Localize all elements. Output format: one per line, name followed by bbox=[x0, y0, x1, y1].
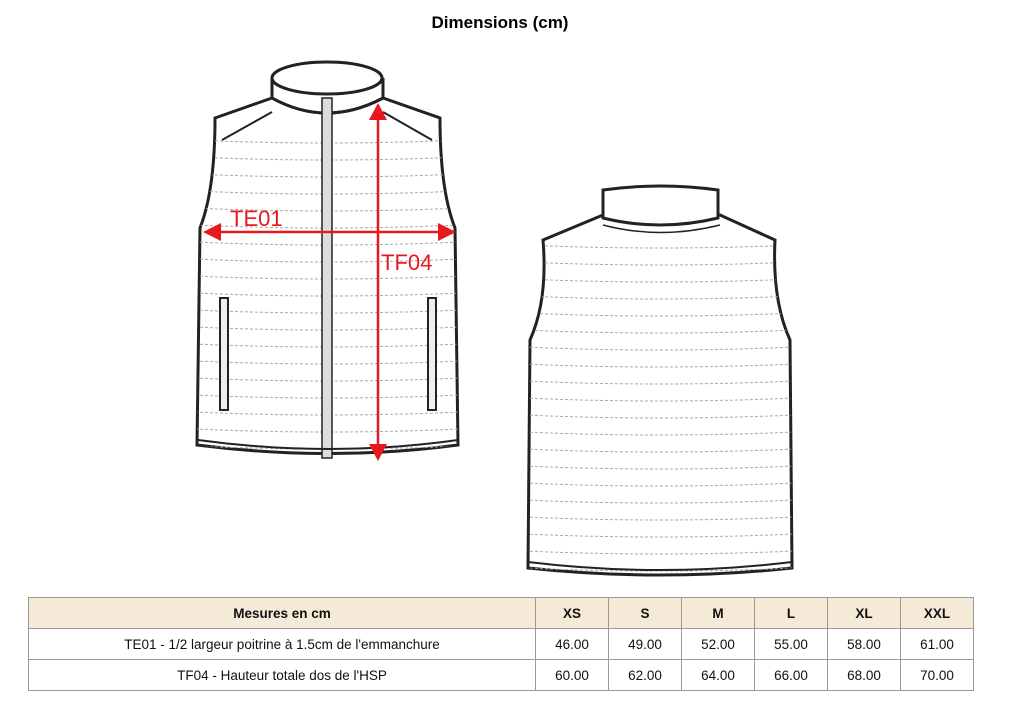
cell: 60.00 bbox=[535, 659, 609, 691]
quilt-stitch bbox=[528, 499, 792, 504]
cell: 70.00 bbox=[900, 659, 974, 691]
cell: 55.00 bbox=[754, 628, 828, 660]
cell: 46.00 bbox=[535, 628, 609, 660]
quilt-stitch bbox=[528, 261, 792, 266]
quilt-stitch bbox=[528, 346, 792, 351]
page-title: Dimensions (cm) bbox=[431, 13, 569, 32]
col-header: XL bbox=[827, 597, 901, 629]
cell: 52.00 bbox=[681, 628, 755, 660]
vest-diagram: TE01 TF04 bbox=[195, 60, 794, 577]
col-header: M bbox=[681, 597, 755, 629]
quilt-stitch bbox=[528, 482, 792, 487]
col-header: L bbox=[754, 597, 828, 629]
col-header: S bbox=[608, 597, 682, 629]
quilt-stitch bbox=[528, 363, 792, 368]
quilt-stitch bbox=[528, 448, 792, 453]
table-row: TF04 - Hauteur totale dos de l'HSP 60.00… bbox=[28, 659, 974, 691]
front-vest bbox=[195, 60, 460, 459]
quilt-stitch bbox=[528, 533, 792, 538]
arrow-up-icon bbox=[369, 103, 387, 120]
quilt-stitch bbox=[528, 414, 792, 419]
quilt-stitch bbox=[528, 312, 792, 317]
quilt-stitch bbox=[528, 516, 792, 521]
quilt-stitch bbox=[528, 397, 792, 402]
cell: 64.00 bbox=[681, 659, 755, 691]
quilt-stitch bbox=[528, 329, 792, 334]
cell: 49.00 bbox=[608, 628, 682, 660]
cell: 61.00 bbox=[900, 628, 974, 660]
size-table: Mesures en cm XS S M L XL XXL TE01 - 1/2… bbox=[28, 597, 974, 691]
back-vest bbox=[526, 184, 794, 577]
cell: 68.00 bbox=[827, 659, 901, 691]
chest-label: TE01 bbox=[230, 206, 283, 231]
quilt-stitch bbox=[528, 295, 792, 300]
arrow-right-icon bbox=[438, 223, 456, 241]
quilt-stitch bbox=[528, 465, 792, 470]
table-row: TE01 - 1/2 largeur poitrine à 1.5cm de l… bbox=[28, 628, 974, 660]
height-label: TF04 bbox=[381, 250, 432, 275]
arrow-down-icon bbox=[369, 444, 387, 461]
cell: 58.00 bbox=[827, 628, 901, 660]
col-header: XS bbox=[535, 597, 609, 629]
quilt-stitch bbox=[528, 278, 792, 283]
table-header-row: Mesures en cm XS S M L XL XXL bbox=[28, 597, 974, 629]
col-header: XXL bbox=[900, 597, 974, 629]
cell: 66.00 bbox=[754, 659, 828, 691]
quilt-stitch bbox=[528, 550, 792, 555]
arrow-left-icon bbox=[203, 223, 221, 241]
quilt-stitch bbox=[528, 380, 792, 385]
row-label: TF04 - Hauteur totale dos de l'HSP bbox=[28, 659, 536, 691]
col-header: Mesures en cm bbox=[28, 597, 536, 629]
quilt-stitch bbox=[528, 244, 792, 249]
cell: 62.00 bbox=[608, 659, 682, 691]
row-label: TE01 - 1/2 largeur poitrine à 1.5cm de l… bbox=[28, 628, 536, 660]
quilt-stitch bbox=[528, 431, 792, 436]
